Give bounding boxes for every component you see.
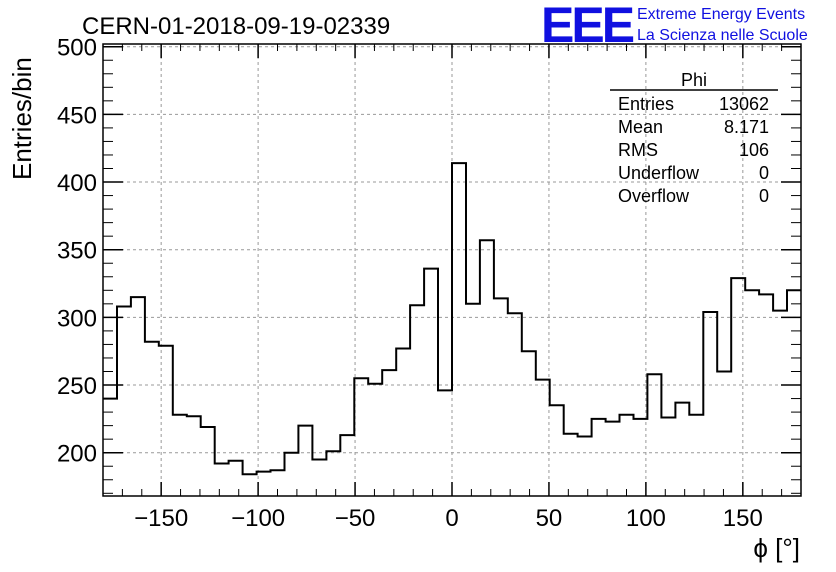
histogram-bin	[773, 311, 787, 496]
histogram-bin	[103, 399, 117, 496]
histogram-bin	[201, 427, 215, 496]
histogram-bin	[117, 307, 131, 496]
histogram-bin	[592, 419, 606, 496]
y-tick-label: 300	[57, 305, 97, 332]
histogram-bin	[787, 290, 801, 496]
histogram-bin	[480, 240, 494, 496]
histogram-bin	[550, 405, 564, 496]
histogram-bin	[368, 384, 382, 496]
x-tick-label: 50	[536, 505, 563, 532]
histogram-bin	[745, 290, 759, 496]
histogram-bin	[647, 374, 661, 496]
histogram-bin	[131, 297, 145, 496]
histogram-bin	[675, 403, 689, 496]
x-tick-label: 0	[445, 505, 458, 532]
logo-line-2: La Scienza nelle Scuole	[637, 27, 808, 44]
histogram-bin	[424, 269, 438, 496]
stats-label-entries: Entries	[618, 94, 674, 114]
histogram-bin	[354, 378, 368, 496]
y-axis-ticks: 200 250 300 350 400 450 500	[57, 35, 801, 494]
x-axis-ticks: −150 −100 −50 0 50 100 150	[102, 44, 802, 532]
stats-label-underflow: Underflow	[618, 163, 700, 183]
x-tick-label: 100	[626, 505, 666, 532]
histogram-bin	[215, 464, 229, 496]
histogram-bin	[703, 312, 717, 496]
histogram-bin	[382, 370, 396, 496]
stats-title: Phi	[681, 70, 707, 90]
histogram-bin	[396, 348, 410, 496]
y-tick-label: 250	[57, 373, 97, 400]
x-tick-label: −100	[231, 505, 285, 532]
stats-value-entries: 13062	[719, 94, 769, 114]
histogram-bin	[508, 313, 522, 496]
histogram-bin	[522, 351, 536, 496]
histogram-bin	[145, 342, 159, 496]
histogram-bin	[326, 451, 340, 496]
chart-title: CERN-01-2018-09-19-02339	[82, 13, 390, 40]
histogram-bin	[717, 371, 731, 496]
stats-value-overflow: 0	[759, 186, 769, 206]
histogram-bin	[284, 453, 298, 496]
histogram-bin	[536, 380, 550, 496]
stats-value-mean: 8.171	[724, 117, 769, 137]
histogram-bin	[410, 305, 424, 496]
histogram-bin	[606, 422, 620, 496]
y-tick-label: 450	[57, 102, 97, 129]
stats-value-underflow: 0	[759, 163, 769, 183]
histogram-bin	[159, 346, 173, 496]
x-axis-label: ϕ [°]	[753, 533, 800, 563]
histogram-bin	[689, 415, 703, 496]
histogram-bin	[243, 474, 257, 496]
x-tick-label: −150	[134, 505, 188, 532]
histogram-bin	[494, 298, 508, 496]
stats-box: Phi Entries 13062 Mean 8.171 RMS 106 Und…	[610, 70, 778, 206]
stats-label-rms: RMS	[618, 140, 658, 160]
eee-logo: EEE Extreme Energy Events La Scienza nel…	[541, 0, 808, 53]
y-tick-label: 400	[57, 170, 97, 197]
x-tick-label: −50	[335, 505, 376, 532]
histogram-bin	[661, 418, 675, 496]
y-axis-label: Entries/bin	[7, 57, 37, 180]
histogram-bin	[578, 436, 592, 496]
histogram-bin	[564, 434, 578, 496]
y-tick-label: 350	[57, 238, 97, 265]
stats-label-mean: Mean	[618, 117, 663, 137]
histogram-bin	[340, 435, 354, 496]
histogram-bin	[173, 415, 187, 496]
histogram-bin	[731, 278, 745, 496]
logo-line-1: Extreme Energy Events	[637, 6, 805, 23]
stats-label-overflow: Overflow	[618, 186, 690, 206]
y-tick-label: 200	[57, 441, 97, 468]
histogram-bin	[438, 390, 452, 496]
histogram-bin	[229, 461, 243, 496]
histogram-bin	[298, 426, 312, 496]
histogram-bars	[103, 162, 801, 496]
histogram-bin	[620, 415, 634, 496]
stats-value-rms: 106	[739, 140, 769, 160]
histogram-bin	[452, 163, 466, 496]
y-tick-label: 500	[57, 35, 97, 62]
histogram-bin	[312, 459, 326, 496]
histogram-line	[103, 162, 801, 476]
histogram-bin	[759, 294, 773, 496]
histogram-bin	[466, 304, 480, 496]
x-tick-label: 150	[723, 505, 763, 532]
histogram-bin	[187, 416, 201, 496]
